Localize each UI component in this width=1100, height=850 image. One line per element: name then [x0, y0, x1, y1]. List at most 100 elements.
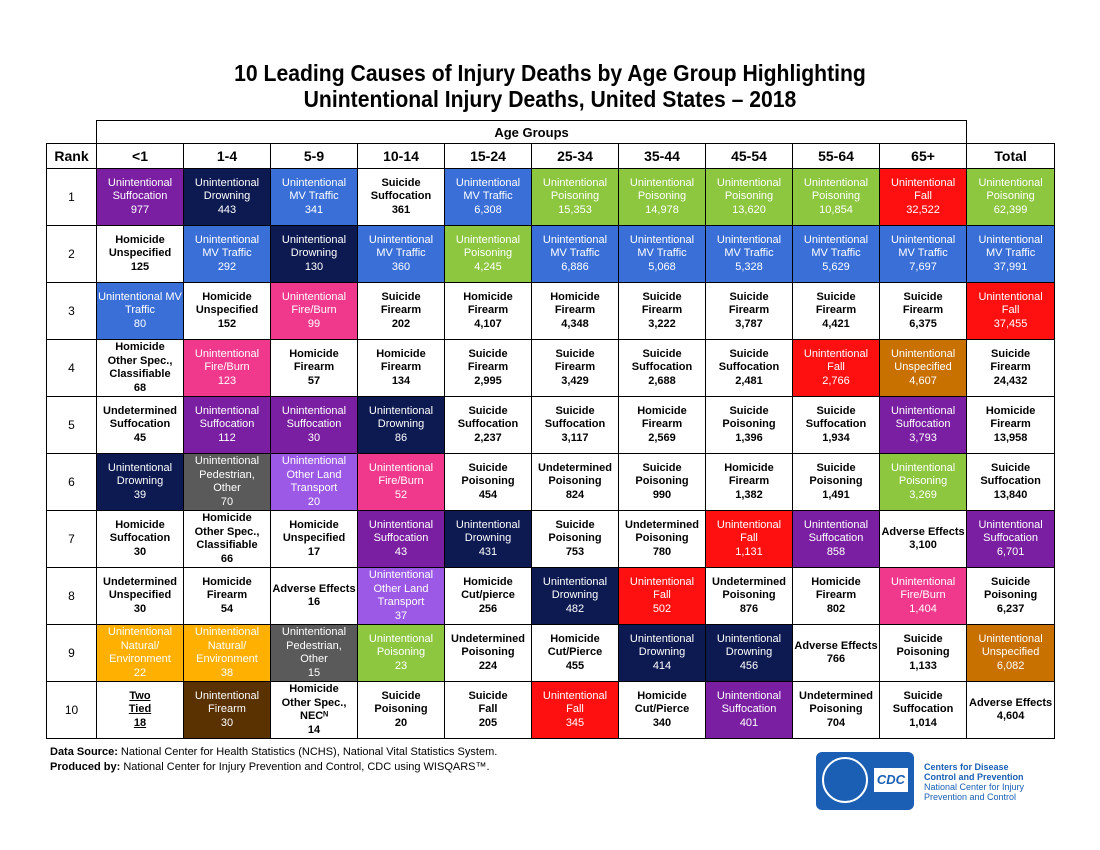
cause-cell-line: Homicide — [202, 290, 252, 303]
column-header: <1 — [96, 143, 184, 169]
cause-cell-line: Homicide — [724, 461, 774, 474]
table-row: 5 Undetermined Suffocation 45 Unintentional S… — [46, 396, 1056, 454]
rank-cell: 2 — [46, 225, 97, 283]
cause-cell-line: Fire/Burn — [291, 304, 337, 317]
cause-cell-line: 32,522 — [906, 203, 940, 216]
cause-cell-line: Homicide — [202, 575, 252, 588]
cause-cell-line: 3,269 — [909, 488, 937, 501]
cause-cell: Unintentional MV Traffic 6,308 — [444, 168, 532, 226]
cause-cell-line: Unintentional — [194, 404, 260, 417]
cause-cell: Suicide Firearm 3,787 — [705, 282, 793, 340]
cause-cell: Unintentional Pedestrian, Other 70 — [183, 453, 271, 511]
cause-cell-line: 3,787 — [735, 317, 763, 330]
table-row: 1 Unintentional Suffocation 977 Unintentiona… — [46, 168, 1056, 226]
cause-cell-line: Suicide — [381, 176, 421, 189]
rank-cell: 9 — [46, 624, 97, 682]
cause-cell-line: Suicide — [903, 632, 943, 645]
cause-cell-line: 482 — [565, 602, 585, 615]
cause-cell-line: Unintentional — [978, 290, 1043, 303]
cause-cell-line: Firearm — [728, 304, 770, 317]
cause-cell-line: 2,481 — [735, 374, 763, 387]
cause-cell-line: Other — [213, 482, 241, 494]
rank-cell: 5 — [46, 396, 97, 454]
cause-cell-line: 39 — [133, 488, 147, 501]
cause-cell-line: 224 — [478, 659, 498, 672]
cause-cell-line: Unintentional — [890, 347, 956, 360]
cause-cell-line: Poisoning — [811, 190, 861, 203]
cause-cell-line: Unintentional — [281, 233, 347, 246]
cause-cell-line: Suicide — [903, 689, 943, 702]
cause-cell-line: Firearm — [990, 418, 1031, 431]
cause-cell-line: 3,793 — [909, 431, 937, 444]
cause-cell-line: 2,995 — [474, 374, 502, 387]
cause-cell-line: 15,353 — [558, 203, 592, 216]
cause-cell-line: 1,133 — [909, 659, 937, 672]
cause-cell-line: Unspecified — [894, 361, 952, 374]
cause-cell-line: Two — [129, 689, 151, 702]
cause-cell: Suicide Firearm 202 — [357, 282, 445, 340]
cause-cell-line: Suicide — [468, 689, 508, 702]
cause-cell: Suicide Fall 205 — [444, 681, 532, 739]
cause-cell-line: Natural/ — [207, 639, 247, 652]
cause-cell-line: Other Land — [373, 582, 429, 595]
cause-cell: Homicide Unspecified 17 — [270, 510, 358, 568]
cause-cell-line: MV Traffic — [202, 247, 252, 260]
cause-cell: Homicide Firearm 4,107 — [444, 282, 532, 340]
cause-cell-line: 1,014 — [909, 716, 937, 729]
cause-cell-line: Fall — [566, 703, 584, 716]
cause-cell-line: MV Traffic — [289, 190, 339, 203]
cause-cell-line: Undetermined — [538, 461, 612, 474]
cause-cell-line: Homicide — [202, 512, 252, 524]
cause-cell-line: 125 — [130, 260, 150, 273]
cause-cell: Unintentional Suffocation 977 — [96, 168, 184, 226]
cause-cell-line: 6,701 — [996, 545, 1025, 558]
cause-cell-line: Natural/ — [120, 639, 160, 652]
cause-cell-line: Fire/Burn — [204, 361, 250, 374]
cause-cell-line: 54 — [220, 602, 234, 615]
cause-cell-line: Suicide — [468, 461, 508, 474]
cause-cell: Unintentional Fall 345 — [531, 681, 619, 739]
cause-cell-line: Unintentional — [368, 404, 434, 417]
cause-cell-line: 4,607 — [909, 374, 937, 387]
cause-cell-line: Homicide — [115, 233, 165, 246]
column-header: 35-44 — [618, 143, 706, 169]
cause-cell-line: Suffocation — [109, 532, 171, 545]
cause-cell-line: 2,688 — [648, 374, 676, 387]
cause-cell-line: Suicide — [642, 347, 682, 360]
cause-cell-line: 1,396 — [735, 431, 763, 444]
cause-cell-line: 414 — [652, 659, 672, 672]
cause-cell-line: Drowning — [551, 589, 599, 602]
cause-cell: Unintentional Suffocation 43 — [357, 510, 445, 568]
cause-cell-line: Suffocation — [544, 418, 606, 431]
cause-cell-line: Suicide — [555, 347, 595, 360]
cause-cell-line: 30 — [307, 431, 321, 444]
cause-cell-line: Unintentional — [978, 176, 1043, 189]
cause-cell-line: NECᴺ — [300, 710, 328, 722]
cause-cell-line: Homicide — [637, 689, 687, 702]
cause-cell-line: 66 — [220, 552, 234, 565]
cause-cell: Unintentional Suffocation 30 — [270, 396, 358, 454]
cause-cell-line: Suicide — [555, 518, 595, 531]
cdc-logo: CDC — [816, 752, 914, 810]
cause-cell: Suicide Suffocation 2,481 — [705, 339, 793, 397]
cause-cell-line: Fall — [827, 361, 845, 374]
cause-cell-line: 824 — [565, 488, 585, 501]
cause-cell: Suicide Firearm 3,429 — [531, 339, 619, 397]
column-header: 15-24 — [444, 143, 532, 169]
cause-cell-line: Poisoning — [809, 703, 863, 716]
table-row: 9 Unintentional Natural/Environment 22 Unint… — [46, 624, 1056, 682]
cause-cell-line: Traffic — [125, 304, 155, 317]
cause-cell-line: 38 — [220, 666, 234, 679]
cause-cell: Unintentional Natural/Environment 38 — [183, 624, 271, 682]
cause-cell-line: Adverse Effects — [794, 639, 878, 652]
rank-cell: 6 — [46, 453, 97, 511]
cause-cell: Unintentional Poisoning 15,353 — [531, 168, 619, 226]
cause-cell-line: Unintentional — [803, 176, 869, 189]
cause-cell-line: 30 — [133, 602, 147, 615]
cause-cell-line: Fall — [653, 589, 671, 602]
cause-cell: Unintentional Suffocation 3,793 — [878, 396, 968, 454]
cause-cell-line: MV Traffic — [376, 247, 426, 260]
cause-cell-line: Suicide — [816, 290, 856, 303]
cause-cell-line: Suffocation — [892, 703, 954, 716]
cause-cell-line: Cut/Pierce — [547, 646, 603, 659]
